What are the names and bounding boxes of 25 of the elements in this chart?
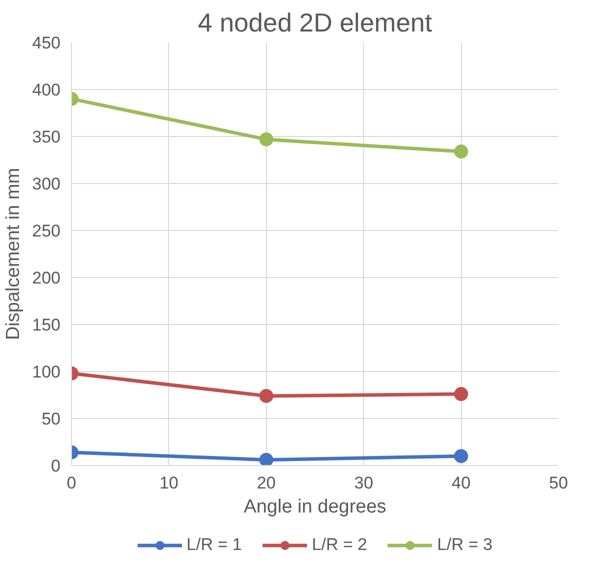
point xyxy=(454,144,468,159)
x-tick-label: 0 xyxy=(66,474,76,492)
point xyxy=(454,449,468,464)
y-tick-label: 50 xyxy=(42,410,61,428)
y-tick-label: 100 xyxy=(32,362,61,382)
y-tick-label: 250 xyxy=(32,222,61,240)
y-tick-label: 200 xyxy=(32,268,61,288)
y-tick-label: 300 xyxy=(32,174,61,194)
y-tick-label: 0 xyxy=(51,456,61,476)
y-tick-label: 150 xyxy=(32,316,61,334)
x-tick-label: 20 xyxy=(256,474,276,492)
legend-label: L/R = 2 xyxy=(312,535,368,555)
legend-label: L/R = 3 xyxy=(437,535,492,555)
y-axis-title: Dispalcement in mm xyxy=(3,168,24,340)
x-tick-label: 40 xyxy=(452,474,471,492)
point xyxy=(454,387,468,402)
x-tick-label: 50 xyxy=(549,474,568,492)
x-axis-title: Angle in degrees xyxy=(244,496,386,518)
x-tick-label: 10 xyxy=(159,474,178,492)
y-tick-label: 400 xyxy=(32,80,61,100)
legend-label: L/R = 1 xyxy=(186,535,242,555)
y-tick-label: 350 xyxy=(32,128,61,146)
y-tick-label: 450 xyxy=(32,34,61,52)
x-tick-label: 30 xyxy=(354,474,374,492)
chart-title: 4 noded 2D element xyxy=(198,8,433,38)
